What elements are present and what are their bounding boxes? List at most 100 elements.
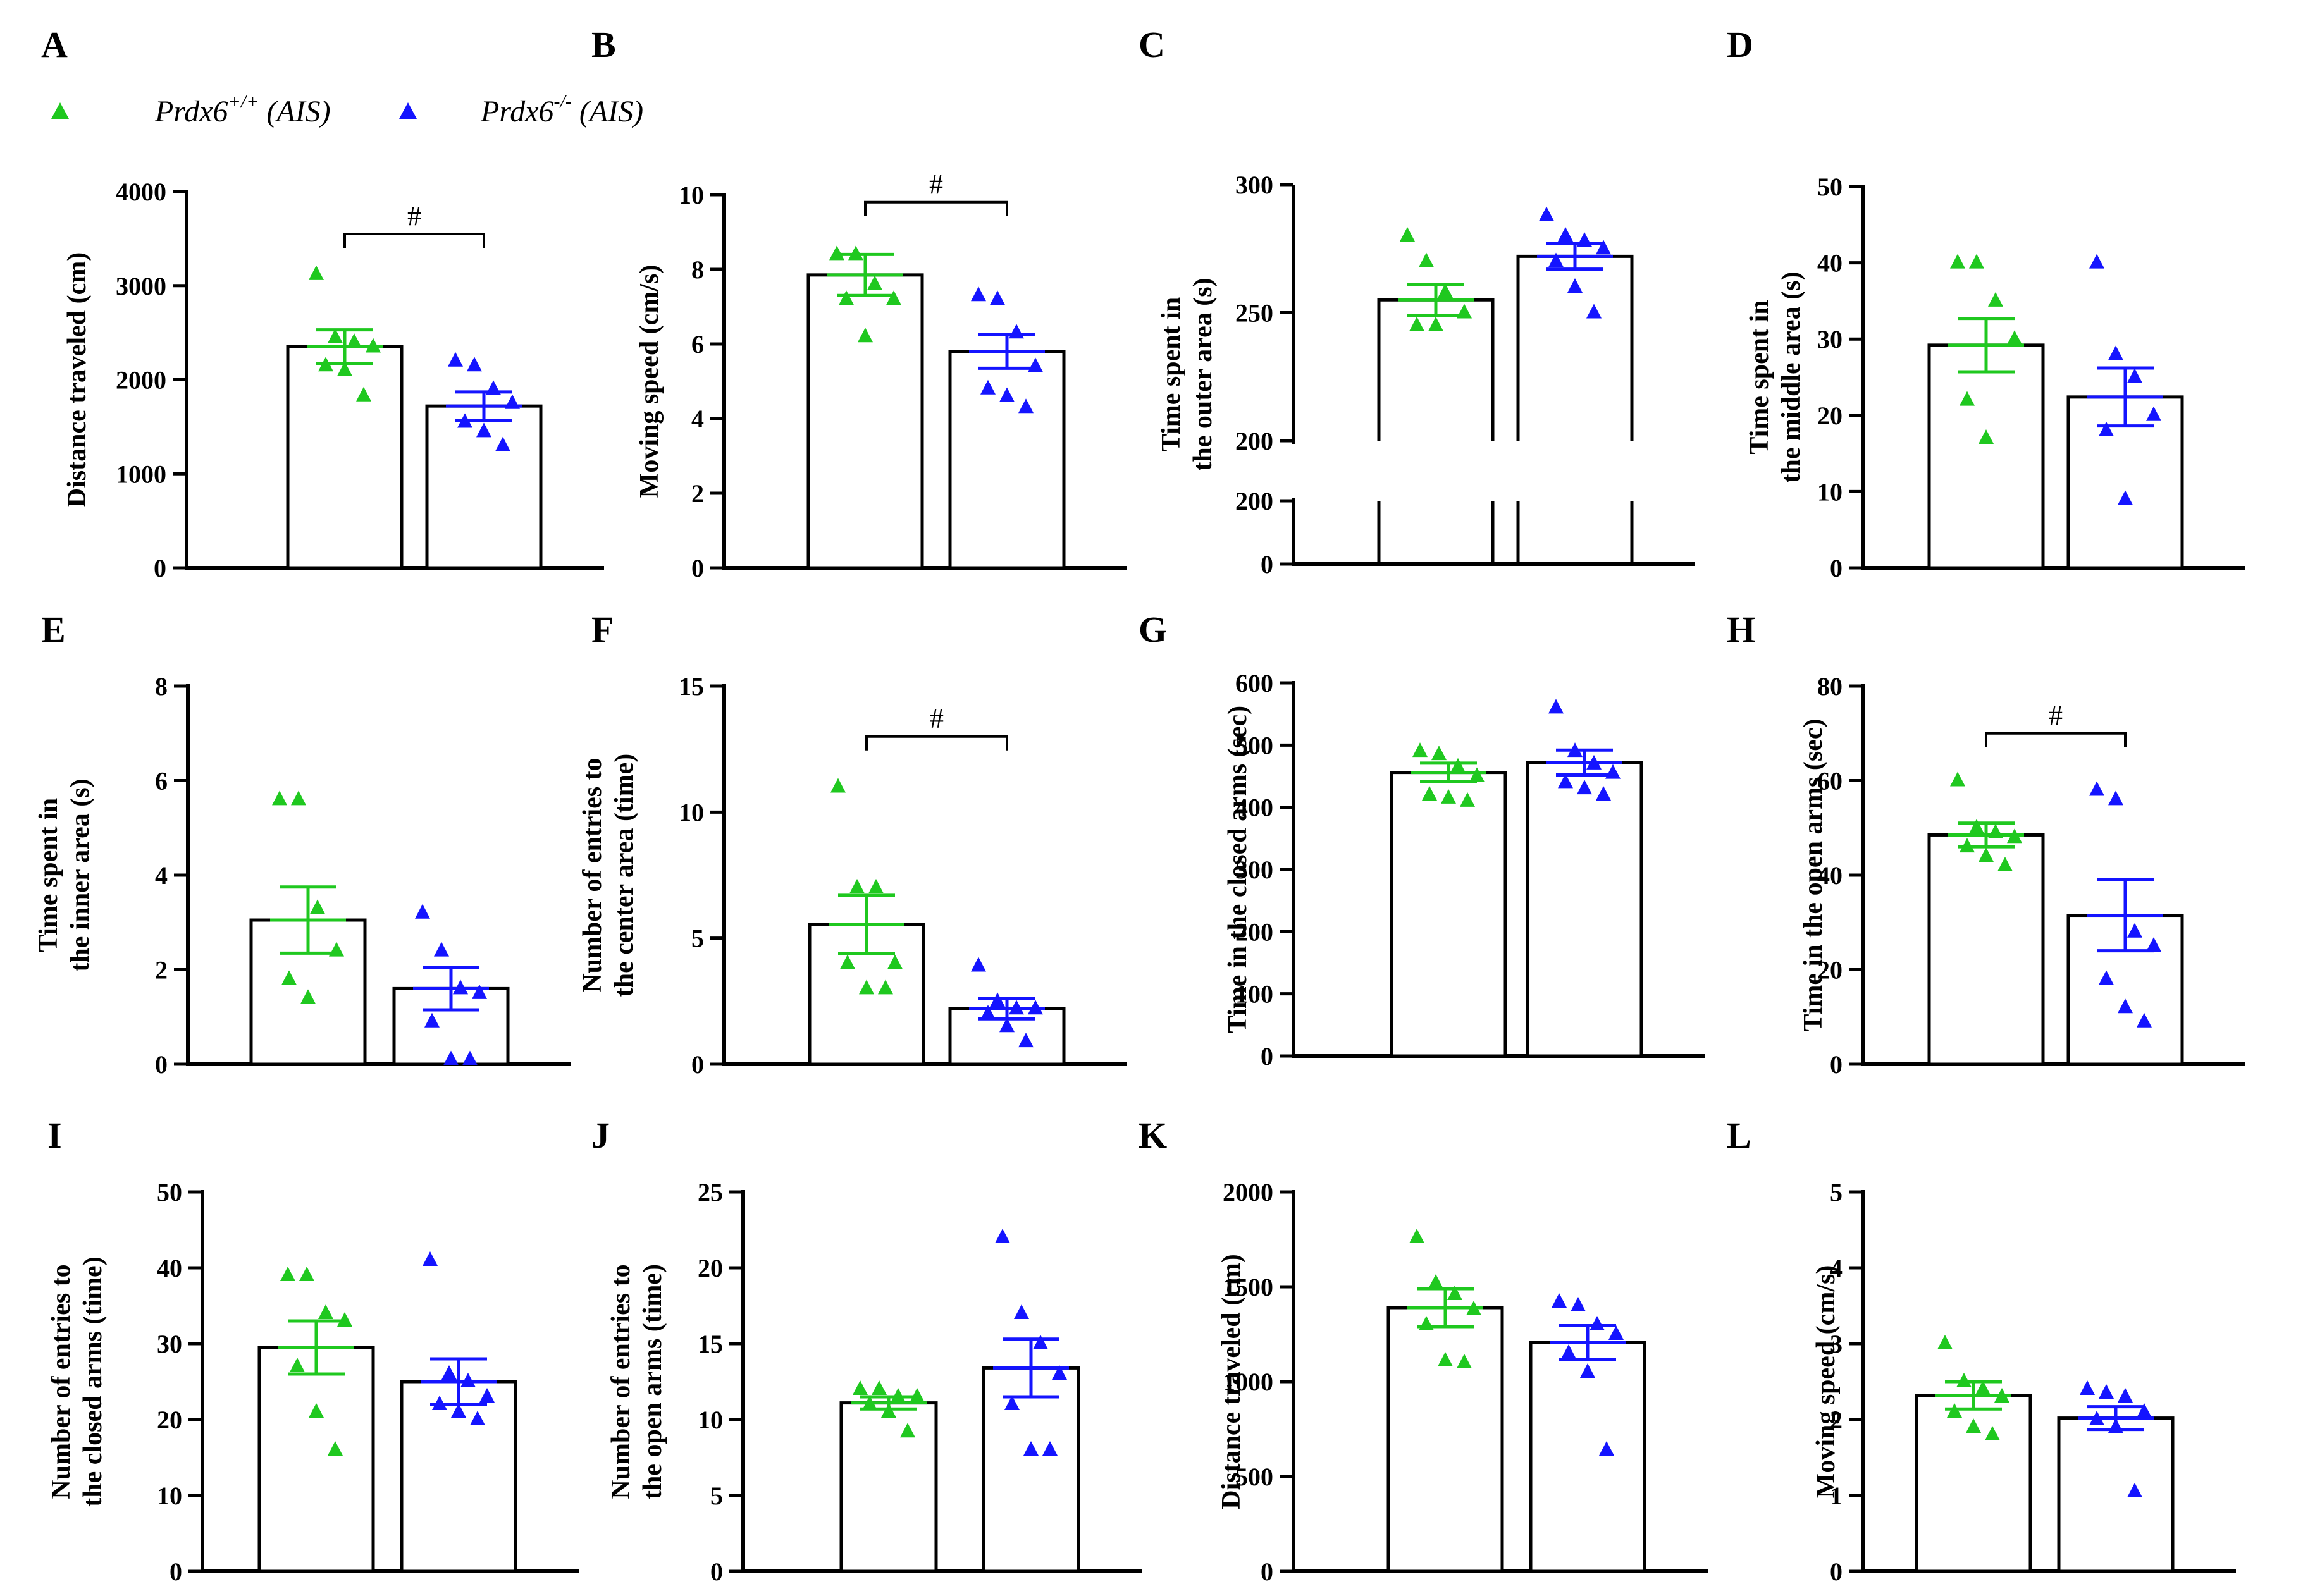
data-point — [1950, 254, 1965, 269]
y-tick-label: 0 — [1261, 550, 1273, 579]
bar — [839, 1401, 938, 1573]
data-point — [990, 290, 1005, 305]
data-point — [347, 333, 362, 348]
y-axis-label: Time in the open arms (sec) — [1799, 719, 1828, 1032]
data-point — [990, 992, 1005, 1007]
y-tick-label: 8 — [155, 672, 168, 701]
panel-letter: B — [591, 24, 616, 65]
bar — [286, 345, 404, 570]
y-tick-label: 4 — [1830, 1254, 1843, 1282]
y-tick-label: 200 — [1235, 487, 1273, 515]
data-point — [1009, 1000, 1024, 1015]
data-point — [300, 989, 316, 1004]
y-tick-label: 30 — [1817, 325, 1843, 353]
data-point — [1577, 232, 1592, 247]
data-point — [1548, 699, 1564, 714]
data-point — [1018, 1033, 1034, 1048]
data-point — [1457, 1354, 1472, 1368]
data-point — [443, 1050, 459, 1065]
data-point — [2118, 998, 2133, 1014]
data-point — [2089, 1411, 2104, 1425]
data-point — [1979, 429, 1994, 444]
data-point — [457, 413, 472, 428]
y-tick-label: 300 — [1235, 171, 1273, 199]
data-point — [840, 954, 855, 969]
data-point — [980, 1005, 996, 1020]
data-point — [2007, 828, 2022, 844]
significance-bracket — [864, 200, 1008, 216]
data-point — [1004, 1396, 1020, 1410]
data-point — [2089, 254, 2104, 269]
data-point — [1438, 1352, 1453, 1366]
data-point — [448, 352, 463, 367]
bar — [1390, 771, 1507, 1058]
y-tick-label: 2 — [691, 479, 704, 508]
data-point — [872, 1380, 887, 1395]
panel-letter: F — [591, 609, 614, 650]
y-tick-label: 300 — [1235, 856, 1273, 884]
data-point — [423, 1251, 438, 1266]
data-point — [2099, 421, 2114, 436]
bar-lower — [1377, 501, 1495, 564]
data-point — [328, 328, 343, 343]
panel-letter: A — [41, 24, 68, 65]
data-point — [1994, 1388, 2009, 1403]
data-point — [999, 1017, 1015, 1033]
y-tick-label: 0 — [1261, 1557, 1273, 1586]
data-point — [272, 790, 287, 806]
data-point — [2007, 330, 2022, 345]
data-point — [2146, 937, 2161, 952]
legend-label-main: Prdx6 — [480, 95, 554, 128]
panel-k: K Distance traveled (cm) 0 500 1000 1500 2000 — [1139, 1115, 1708, 1586]
data-point — [2137, 1012, 2152, 1028]
data-point — [1469, 767, 1485, 782]
panel-letter: D — [1727, 24, 1753, 65]
data-point — [432, 1396, 447, 1410]
significance-bracket — [865, 735, 1008, 751]
y-tick-label: 20 — [698, 1254, 723, 1282]
data-point — [1997, 857, 2013, 872]
data-point — [1988, 292, 2003, 307]
y-tick-label: 1000 — [116, 460, 166, 488]
data-point — [318, 357, 333, 372]
data-point — [995, 1229, 1010, 1243]
y-tick-label: 400 — [1235, 794, 1273, 822]
y-tick-label: 15 — [698, 1330, 723, 1358]
y-tick-label: 20 — [1817, 956, 1843, 985]
panel-g: G Time in the closed arms (sec) 0 100 200 300… — [1139, 609, 1705, 1071]
data-point — [291, 790, 306, 806]
y-axis-label: Number of entries to — [607, 1264, 636, 1499]
panel-letter: I — [47, 1115, 62, 1156]
bar — [982, 1366, 1080, 1573]
data-point — [862, 1396, 877, 1410]
legend-label-suffix: (AIS) — [572, 95, 643, 128]
data-point — [1018, 398, 1034, 414]
y-tick-label: 0 — [1830, 554, 1843, 582]
y-tick-label: 0 — [1261, 1042, 1273, 1071]
bar-lower — [1516, 501, 1634, 564]
legend-label-main: Prdx6 — [154, 95, 228, 128]
data-point — [1567, 278, 1583, 293]
data-point — [1567, 742, 1583, 758]
data-point — [1950, 771, 1965, 787]
data-point — [829, 245, 844, 261]
bar — [1927, 833, 2045, 1066]
bar — [2057, 1416, 2175, 1573]
y-tick-label: 50 — [157, 1178, 182, 1206]
data-point — [867, 275, 882, 290]
data-point — [1409, 1229, 1424, 1243]
legend-label-suffix: (AIS) — [259, 95, 330, 128]
data-point — [1586, 304, 1602, 319]
data-point — [2127, 368, 2142, 383]
data-point — [495, 436, 510, 451]
data-point — [2099, 1384, 2114, 1399]
data-point — [858, 328, 873, 343]
bar — [257, 1346, 375, 1573]
data-point — [1419, 252, 1434, 267]
data-point — [337, 1312, 352, 1327]
legend-label-0: Prdx6+/+ (AIS) — [154, 91, 331, 128]
significance-bracket — [1985, 732, 2127, 747]
y-tick-label: 0 — [1830, 1050, 1843, 1079]
legend-label-sup: +/+ — [228, 91, 259, 112]
y-tick-label: 0 — [691, 1050, 704, 1079]
